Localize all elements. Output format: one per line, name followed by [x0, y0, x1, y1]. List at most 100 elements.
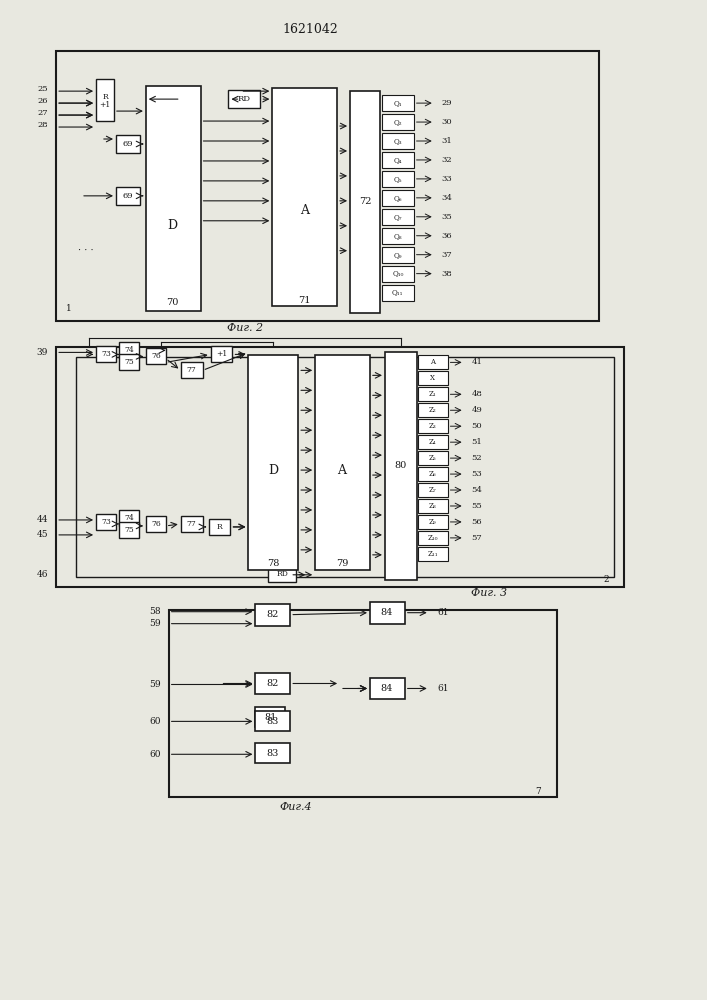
Text: Q₈: Q₈: [394, 232, 402, 240]
Bar: [76, 357, 614, 577]
Text: 35: 35: [442, 213, 452, 221]
Text: 59: 59: [149, 619, 160, 628]
Text: 34: 34: [442, 194, 452, 202]
Bar: [370, 678, 405, 699]
Bar: [272, 88, 337, 306]
Text: 69: 69: [122, 192, 133, 200]
Bar: [418, 483, 448, 497]
Bar: [382, 247, 414, 263]
Bar: [209, 519, 230, 535]
Bar: [350, 91, 380, 313]
Bar: [255, 707, 285, 727]
Bar: [146, 516, 165, 532]
Bar: [382, 266, 414, 282]
Bar: [56, 51, 599, 320]
Text: 61: 61: [438, 684, 449, 693]
Bar: [116, 187, 140, 205]
Bar: [382, 152, 414, 168]
Text: 55: 55: [472, 502, 482, 510]
Text: 77: 77: [187, 366, 197, 374]
Text: A: A: [300, 204, 309, 217]
Text: A: A: [337, 464, 346, 477]
Text: R: R: [216, 523, 223, 531]
Bar: [248, 355, 298, 570]
Bar: [385, 352, 416, 580]
Bar: [382, 133, 414, 149]
Text: Q₅: Q₅: [394, 175, 402, 183]
Text: 33: 33: [442, 175, 452, 183]
Text: Z₆: Z₆: [429, 470, 436, 478]
Bar: [96, 346, 116, 362]
Bar: [255, 711, 291, 731]
Text: 52: 52: [472, 454, 482, 462]
Text: 60: 60: [149, 717, 160, 726]
Text: 79: 79: [336, 559, 349, 568]
Text: 75: 75: [124, 358, 134, 366]
Text: Q₉: Q₉: [394, 251, 402, 259]
Text: Z₁: Z₁: [429, 390, 436, 398]
Text: · · ·: · · ·: [78, 246, 94, 255]
Text: 76: 76: [151, 520, 160, 528]
Text: 2: 2: [603, 575, 609, 584]
Text: 48: 48: [472, 390, 482, 398]
Text: 70: 70: [167, 298, 179, 307]
Bar: [382, 95, 414, 111]
Text: 75: 75: [124, 526, 134, 534]
Bar: [169, 610, 557, 797]
Text: RD: RD: [238, 95, 251, 103]
Text: Q₁: Q₁: [394, 99, 402, 107]
Text: 59: 59: [149, 680, 160, 689]
Text: Z₇: Z₇: [429, 486, 436, 494]
Text: 46: 46: [37, 570, 48, 579]
Bar: [418, 435, 448, 449]
Bar: [255, 673, 291, 694]
Bar: [382, 171, 414, 187]
Bar: [418, 547, 448, 561]
Bar: [119, 342, 139, 358]
Bar: [96, 79, 114, 121]
Text: 36: 36: [442, 232, 452, 240]
Text: D: D: [168, 219, 177, 232]
Text: 30: 30: [442, 118, 452, 126]
Bar: [382, 209, 414, 225]
Text: Q₁₁: Q₁₁: [392, 289, 404, 297]
Bar: [146, 348, 165, 364]
Text: Фиг.4: Фиг.4: [279, 802, 312, 812]
Text: Фиг. 3: Фиг. 3: [472, 588, 508, 598]
Bar: [382, 285, 414, 301]
Text: A: A: [430, 358, 436, 366]
Bar: [418, 355, 448, 369]
Text: 74: 74: [124, 346, 134, 354]
Text: RD: RD: [276, 570, 288, 578]
Text: 41: 41: [472, 358, 482, 366]
Bar: [119, 510, 139, 526]
Text: 73: 73: [101, 518, 111, 526]
Text: 76: 76: [151, 352, 160, 360]
Bar: [418, 419, 448, 433]
Text: 80: 80: [395, 461, 407, 470]
Text: 31: 31: [442, 137, 452, 145]
Text: Z₉: Z₉: [429, 518, 436, 526]
Text: 83: 83: [266, 749, 279, 758]
Text: 82: 82: [266, 679, 279, 688]
Bar: [418, 387, 448, 401]
Bar: [56, 347, 624, 587]
Text: 51: 51: [472, 438, 482, 446]
Bar: [418, 403, 448, 417]
Text: Q₄: Q₄: [394, 156, 402, 164]
Text: Z₂: Z₂: [429, 406, 436, 414]
Text: 61: 61: [438, 608, 449, 617]
Text: 56: 56: [472, 518, 482, 526]
Text: 50: 50: [472, 422, 482, 430]
Bar: [181, 516, 203, 532]
Bar: [269, 567, 296, 582]
Text: Z₃: Z₃: [429, 422, 436, 430]
Text: 1621042: 1621042: [282, 23, 338, 36]
Text: 77: 77: [187, 520, 197, 528]
Text: 37: 37: [442, 251, 452, 259]
Bar: [382, 190, 414, 206]
Text: Z₈: Z₈: [429, 502, 436, 510]
Text: 25: 25: [37, 85, 48, 93]
Bar: [418, 499, 448, 513]
Text: 84: 84: [380, 608, 393, 617]
